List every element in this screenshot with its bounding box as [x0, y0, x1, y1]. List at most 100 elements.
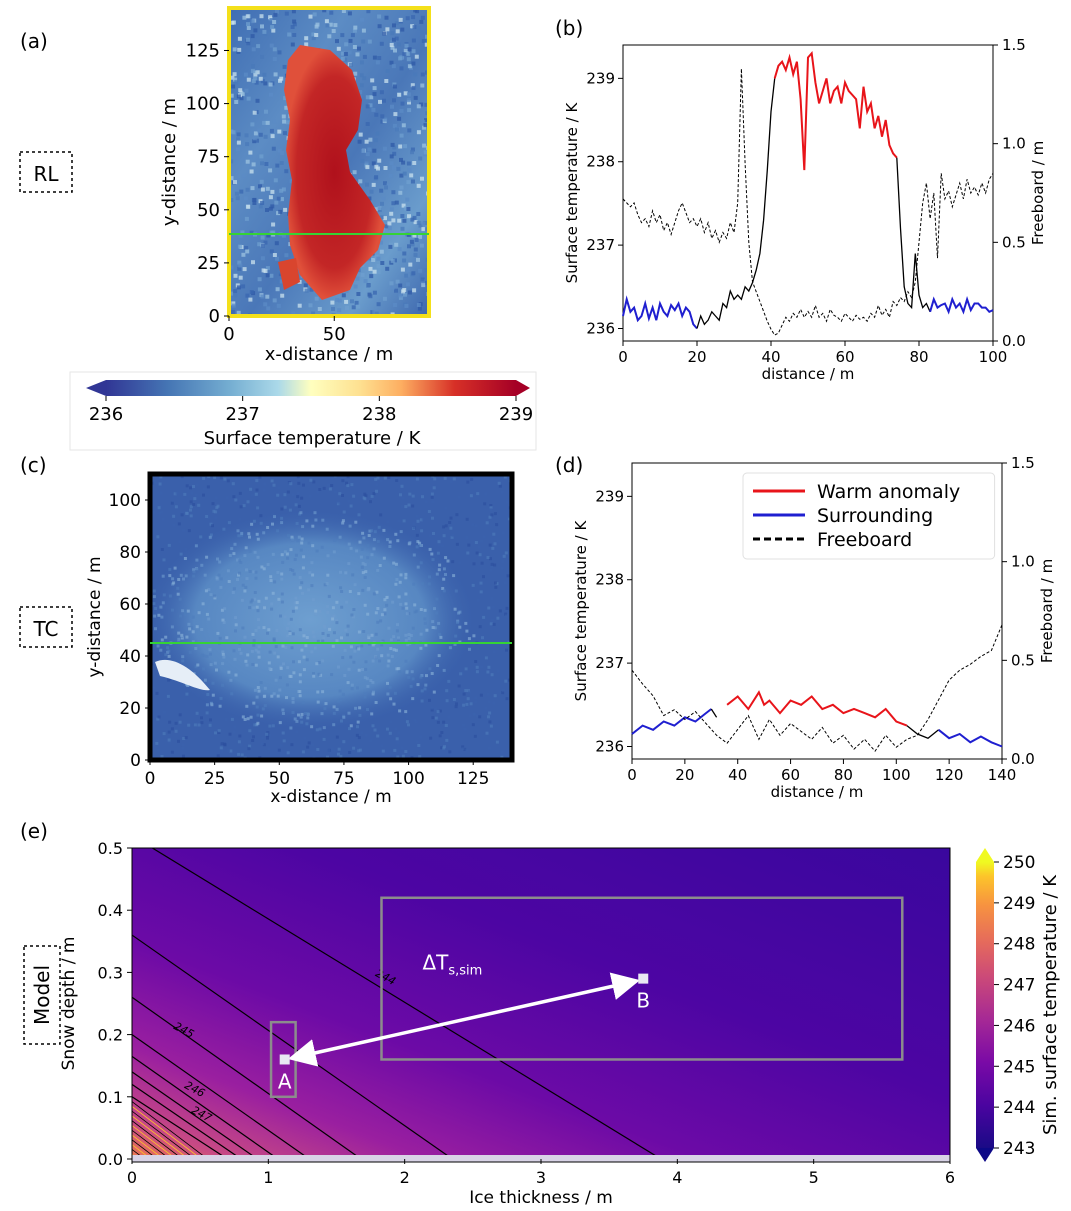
rl-texture-pixel [394, 288, 398, 293]
tc-texture-pixel [483, 502, 487, 506]
tc-texture-pixel [277, 748, 281, 752]
tc-texture-pixel [419, 646, 423, 650]
tc-texture-pixel [294, 596, 298, 600]
tc-texture-pixel [337, 665, 340, 669]
tc-texture-pixel [428, 698, 431, 702]
tc-texture-pixel [205, 711, 209, 715]
tc-texture-pixel [302, 634, 306, 638]
tc-texture-pixel [215, 576, 219, 580]
tc-texture-pixel [234, 673, 238, 677]
rl-texture-pixel [397, 247, 402, 252]
tc-texture-pixel [227, 521, 231, 525]
tc-texture-pixel [160, 755, 164, 758]
tc-texture-pixel [335, 639, 339, 643]
rl-texture-pixel [405, 16, 410, 21]
row-label-tc-text: TC [32, 617, 58, 641]
tc-texture-pixel [471, 583, 475, 587]
tc-texture-pixel [189, 508, 192, 512]
tc-texture-pixel [238, 517, 242, 521]
tc-texture-pixel [261, 742, 264, 746]
tc-texture-pixel [353, 649, 357, 653]
tc-texture-pixel [281, 708, 285, 712]
temperature-segment-surround [631, 708, 712, 735]
contour-line [132, 1034, 310, 1159]
tc-texture-pixel [390, 655, 394, 658]
tc-texture-pixel [229, 749, 233, 753]
tc-texture-pixel [424, 643, 428, 647]
tc-texture-pixel [398, 709, 402, 713]
rl-texture-pixel [277, 129, 282, 134]
tc-texture-pixel [282, 739, 286, 743]
tc-texture-pixel [346, 484, 350, 488]
plot-frame [622, 44, 994, 342]
tc-texture-pixel [262, 488, 266, 492]
freeboard-line [631, 624, 1003, 752]
tc-texture-pixel [409, 634, 413, 637]
tc-texture-pixel [251, 663, 255, 666]
rl-texture-pixel [383, 216, 387, 221]
tc-texture-pixel [189, 500, 193, 504]
rl-texture-pixel [403, 91, 408, 96]
tc-texture-pixel [395, 479, 399, 482]
y2-tick-label: 1.0 [1011, 553, 1035, 571]
tc-texture-pixel [488, 746, 491, 750]
tc-texture-pixel [162, 732, 166, 736]
tc-texture-pixel [153, 614, 157, 618]
point-b-label: B [636, 989, 650, 1013]
tc-texture-pixel [338, 689, 342, 693]
rl-texture-pixel [256, 44, 261, 49]
tc-texture-pixel [187, 529, 191, 533]
tc-texture-pixel [387, 476, 391, 479]
rl-texture-pixel [356, 292, 361, 296]
temperature-segment-surround [622, 295, 698, 330]
tc-texture-pixel [349, 655, 353, 659]
rl-texture-pixel [402, 218, 407, 223]
tc-texture-pixel [257, 599, 261, 603]
tc-texture-pixel [225, 496, 229, 500]
rl-texture-pixel [387, 221, 392, 226]
tc-texture-pixel [450, 535, 454, 539]
rl-texture-pixel [292, 19, 297, 24]
tc-texture-pixel [327, 749, 330, 753]
tc-texture-pixel [341, 521, 345, 525]
tc-texture-pixel [444, 573, 447, 576]
tc-texture-pixel [463, 727, 467, 731]
tc-texture-pixel [197, 723, 201, 727]
rl-texture-pixel [263, 81, 268, 86]
rl-texture-pixel [236, 147, 240, 152]
rl-texture-pixel [241, 173, 246, 178]
tc-texture-pixel [220, 749, 224, 753]
tc-texture-pixel [338, 502, 342, 506]
rl-texture-pixel [271, 230, 276, 235]
tc-texture-pixel [476, 492, 480, 496]
colorbar-tick-label: 250 [1003, 853, 1035, 873]
tc-texture-pixel [404, 750, 408, 753]
tc-texture-pixel [194, 665, 198, 669]
tc-texture-pixel [350, 687, 354, 691]
rl-texture-pixel [275, 9, 279, 14]
tc-texture-pixel [266, 736, 269, 740]
tc-texture-pixel [490, 562, 494, 566]
rl-texture-pixel [244, 133, 249, 138]
tc-texture-pixel [444, 556, 448, 560]
y-tick-label: 0 [130, 751, 141, 771]
tc-texture-pixel [209, 593, 213, 597]
tc-texture-pixel [386, 520, 390, 524]
tc-texture-pixel [152, 589, 156, 593]
tc-texture-pixel [327, 483, 330, 487]
tc-texture-pixel [430, 672, 434, 675]
tc-texture-pixel [157, 715, 161, 719]
temperature-segment-surround [937, 729, 1003, 748]
tc-texture-pixel [469, 702, 473, 706]
rl-texture-pixel [413, 95, 418, 100]
rl-texture-pixel [340, 51, 345, 56]
rl-texture-pixel [239, 189, 244, 194]
tc-texture-pixel [376, 734, 380, 738]
rl-texture-pixel [411, 179, 415, 184]
tc-texture-pixel [217, 729, 221, 733]
rl-texture-pixel [329, 10, 334, 15]
rl-texture-pixel [233, 293, 238, 298]
rl-texture-pixel [394, 242, 399, 247]
tc-texture-pixel [228, 553, 232, 557]
